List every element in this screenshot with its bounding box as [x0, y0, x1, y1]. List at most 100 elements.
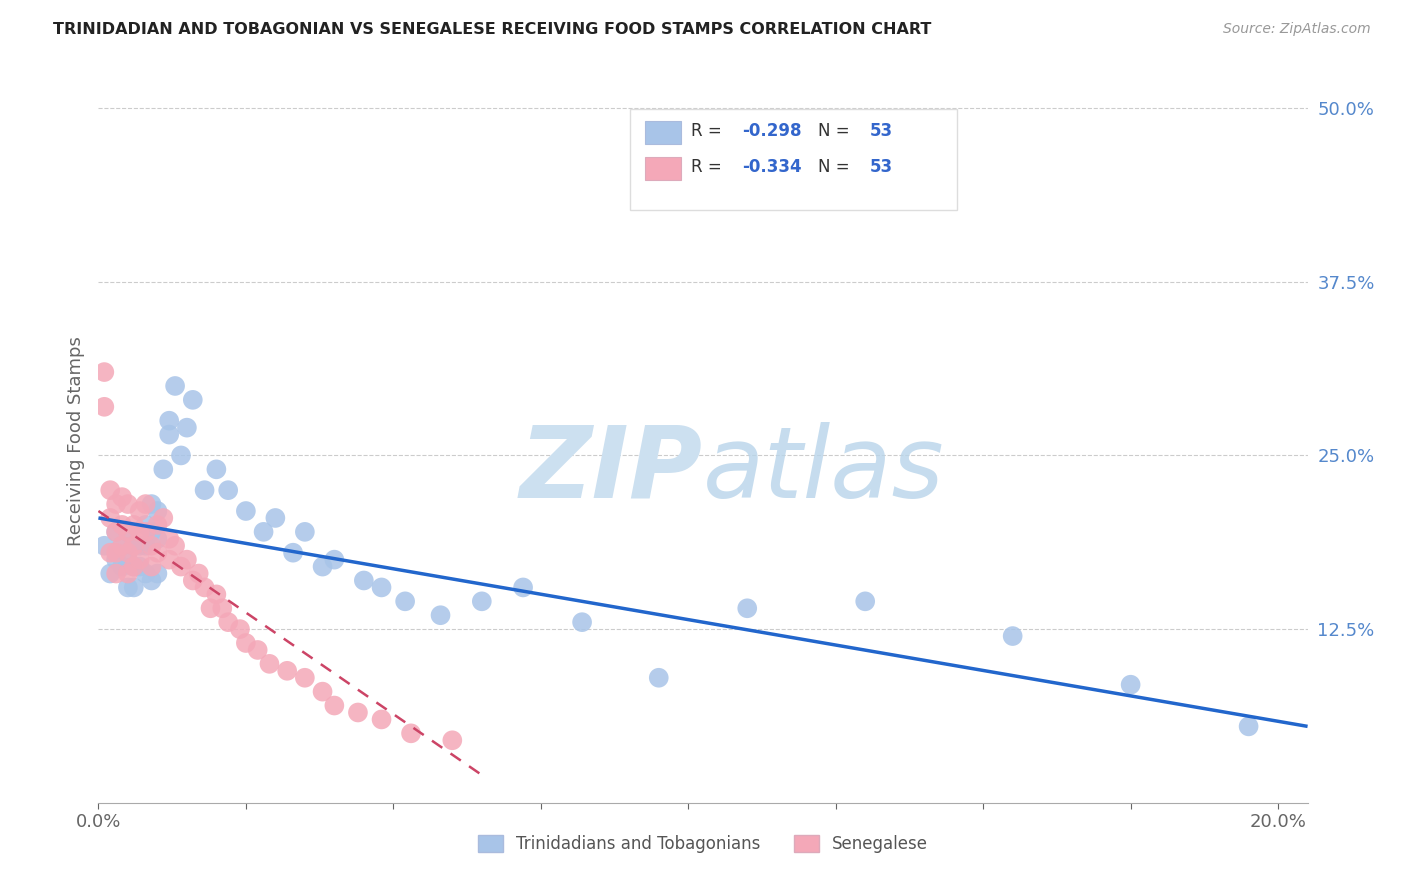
Point — [141, 524, 163, 539]
Point — [170, 559, 193, 574]
Point — [394, 594, 416, 608]
Point — [141, 539, 163, 553]
Point — [571, 615, 593, 630]
Point — [157, 552, 180, 566]
Point — [105, 552, 128, 566]
Point — [735, 601, 758, 615]
Point — [93, 365, 115, 379]
Point — [252, 524, 274, 539]
Point — [105, 566, 128, 581]
Point — [259, 657, 281, 671]
Text: -0.334: -0.334 — [742, 158, 801, 176]
Point — [170, 449, 193, 463]
Point — [246, 643, 269, 657]
Point — [105, 524, 128, 539]
Point — [276, 664, 298, 678]
Point — [311, 684, 333, 698]
Point — [853, 594, 876, 608]
Point — [146, 532, 169, 546]
Point — [165, 379, 187, 393]
Point — [117, 566, 139, 581]
Point — [152, 511, 174, 525]
Point — [135, 524, 157, 539]
Point — [135, 517, 157, 532]
Point — [141, 559, 163, 574]
Point — [176, 420, 198, 434]
Point — [294, 524, 316, 539]
Point — [98, 566, 121, 581]
Point — [117, 546, 139, 560]
Point — [181, 574, 204, 588]
Point — [111, 559, 134, 574]
Point — [117, 524, 139, 539]
Point — [105, 497, 128, 511]
Point — [353, 574, 375, 588]
Point — [117, 581, 139, 595]
Point — [135, 497, 157, 511]
Point — [176, 552, 198, 566]
Point — [187, 566, 209, 581]
Point — [141, 574, 163, 588]
FancyBboxPatch shape — [645, 157, 682, 180]
Point — [111, 490, 134, 504]
Point — [194, 581, 217, 595]
Point — [93, 539, 115, 553]
Point — [1119, 678, 1142, 692]
Point — [98, 511, 121, 525]
Point — [122, 517, 145, 532]
Point — [111, 539, 134, 553]
Point — [105, 546, 128, 560]
Point — [181, 392, 204, 407]
Point — [157, 532, 180, 546]
Point — [323, 698, 346, 713]
Text: TRINIDADIAN AND TOBAGONIAN VS SENEGALESE RECEIVING FOOD STAMPS CORRELATION CHART: TRINIDADIAN AND TOBAGONIAN VS SENEGALESE… — [53, 22, 932, 37]
Point — [217, 483, 239, 498]
Point — [205, 587, 228, 601]
Point — [157, 414, 180, 428]
Point — [98, 546, 121, 560]
Point — [141, 497, 163, 511]
Point — [235, 504, 257, 518]
Point — [211, 601, 233, 615]
Point — [281, 546, 304, 560]
Point — [205, 462, 228, 476]
Point — [117, 552, 139, 566]
Point — [135, 539, 157, 553]
Point — [128, 539, 150, 553]
Point — [370, 581, 392, 595]
Text: N =: N = — [818, 122, 855, 140]
Point — [370, 713, 392, 727]
Text: atlas: atlas — [703, 422, 945, 519]
Point — [311, 559, 333, 574]
Point — [117, 497, 139, 511]
Point — [512, 581, 534, 595]
Text: R =: R = — [690, 122, 727, 140]
Point — [157, 427, 180, 442]
Point — [128, 504, 150, 518]
Point — [122, 559, 145, 574]
Point — [146, 517, 169, 532]
Point — [648, 671, 671, 685]
Legend: Trinidadians and Tobagonians, Senegalese: Trinidadians and Tobagonians, Senegalese — [471, 828, 935, 860]
Text: -0.298: -0.298 — [742, 122, 801, 140]
Point — [111, 539, 134, 553]
Point — [135, 566, 157, 581]
Point — [117, 524, 139, 539]
FancyBboxPatch shape — [645, 120, 682, 144]
Point — [128, 552, 150, 566]
Text: ZIP: ZIP — [520, 422, 703, 519]
Point — [152, 462, 174, 476]
FancyBboxPatch shape — [630, 109, 957, 211]
Text: R =: R = — [690, 158, 727, 176]
Y-axis label: Receiving Food Stamps: Receiving Food Stamps — [66, 336, 84, 547]
Point — [194, 483, 217, 498]
Point — [1001, 629, 1024, 643]
Point — [122, 539, 145, 553]
Point — [323, 552, 346, 566]
Point — [229, 622, 252, 636]
Point — [146, 566, 169, 581]
Point — [122, 539, 145, 553]
Point — [429, 608, 451, 623]
Point — [294, 671, 316, 685]
Point — [128, 524, 150, 539]
